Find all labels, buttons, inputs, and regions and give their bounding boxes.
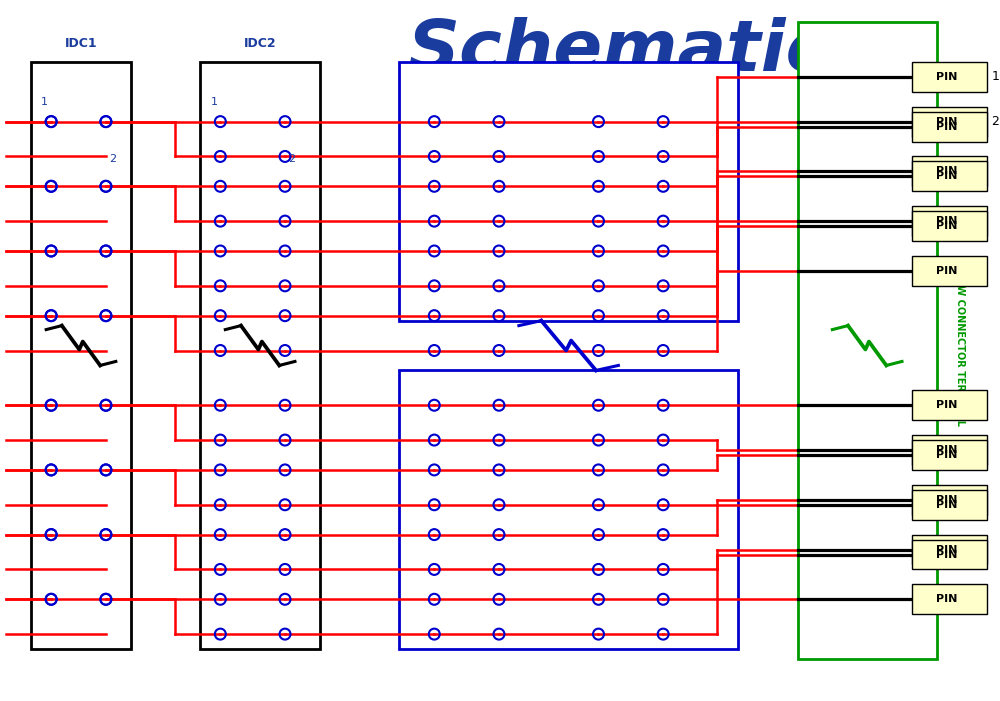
Text: 1: 1 bbox=[41, 97, 48, 107]
Bar bbox=[912, 256, 987, 286]
Text: Schematic: Schematic bbox=[408, 18, 829, 86]
Bar bbox=[31, 62, 131, 649]
Bar bbox=[912, 435, 987, 465]
Bar bbox=[912, 390, 987, 420]
Text: PIN: PIN bbox=[936, 171, 957, 182]
Bar bbox=[912, 161, 987, 191]
Text: IDC1: IDC1 bbox=[65, 37, 97, 50]
Text: 1: 1 bbox=[992, 70, 999, 83]
Text: IDC2: IDC2 bbox=[244, 37, 276, 50]
Text: 2: 2 bbox=[992, 115, 999, 128]
Text: PIN: PIN bbox=[936, 500, 957, 510]
Text: PIN: PIN bbox=[936, 166, 957, 177]
Text: PIN: PIN bbox=[936, 72, 957, 82]
Bar bbox=[912, 540, 987, 569]
Bar bbox=[912, 107, 987, 137]
Bar bbox=[399, 62, 738, 320]
Text: 1: 1 bbox=[210, 97, 217, 107]
Text: 2: 2 bbox=[109, 154, 116, 165]
Text: PIN: PIN bbox=[936, 116, 957, 127]
Bar bbox=[912, 206, 987, 236]
Text: PIN: PIN bbox=[936, 400, 957, 410]
Text: PIN: PIN bbox=[936, 594, 957, 604]
Text: 2: 2 bbox=[288, 154, 295, 165]
Text: PIN: PIN bbox=[936, 495, 957, 505]
Text: PIN: PIN bbox=[936, 450, 957, 460]
Bar bbox=[912, 585, 987, 614]
Text: PIN: PIN bbox=[936, 550, 957, 559]
Text: PIN: PIN bbox=[936, 221, 957, 231]
Bar bbox=[798, 22, 937, 659]
Bar bbox=[912, 490, 987, 519]
Bar bbox=[912, 156, 987, 186]
Bar bbox=[912, 111, 987, 142]
Bar bbox=[912, 440, 987, 470]
Text: PIN: PIN bbox=[936, 445, 957, 455]
Bar bbox=[912, 535, 987, 564]
Bar bbox=[912, 211, 987, 241]
Bar bbox=[912, 62, 987, 92]
Bar bbox=[912, 485, 987, 515]
Text: SCREW CONNECTOR TERMINAL: SCREW CONNECTOR TERMINAL bbox=[955, 256, 965, 426]
Bar bbox=[399, 370, 738, 649]
Bar bbox=[200, 62, 320, 649]
Text: PIN: PIN bbox=[936, 266, 957, 276]
Text: PIN: PIN bbox=[936, 545, 957, 554]
Text: PIN: PIN bbox=[936, 216, 957, 226]
Text: PIN: PIN bbox=[936, 121, 957, 132]
